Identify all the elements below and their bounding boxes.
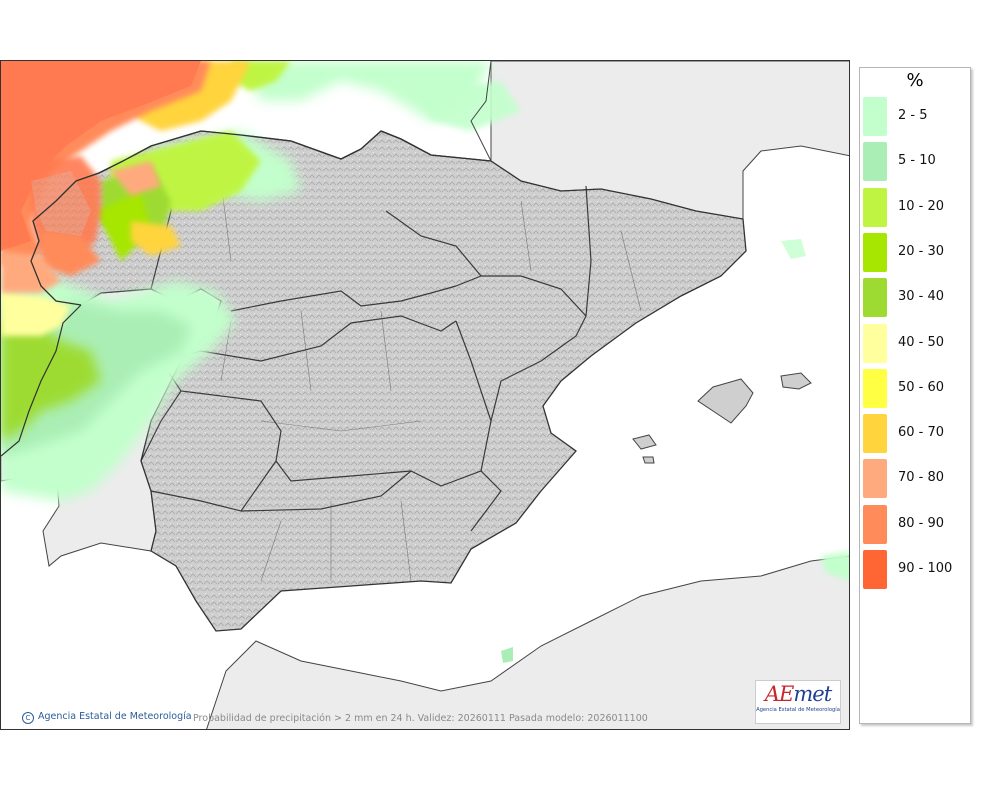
legend-label: 40 - 50 <box>898 334 945 350</box>
legend-label: 60 - 70 <box>898 425 945 441</box>
map-caption: Probabilidad de precipitación > 2 mm en … <box>193 713 648 724</box>
copyright-credit: C Agencia Estatal de Meteorología <box>22 711 192 724</box>
legend-swatch <box>863 187 887 227</box>
legend-item: 20 - 30 <box>863 231 967 272</box>
legend-swatch <box>863 142 887 182</box>
legend-label: 90 - 100 <box>898 561 953 576</box>
legend-item: 50 - 60 <box>863 367 967 408</box>
credit-text: Agencia Estatal de Meteorología <box>38 711 192 722</box>
legend-item: 5 - 10 <box>863 140 967 182</box>
legend-swatch <box>863 504 887 544</box>
legend-swatch <box>863 323 887 363</box>
map-svg <box>1 61 849 729</box>
legend-label: 50 - 60 <box>898 379 945 395</box>
legend-item: 30 - 40 <box>863 276 967 318</box>
legend-swatch <box>863 414 887 454</box>
legend-swatch <box>863 368 887 408</box>
legend-item: 90 - 100 <box>863 548 967 589</box>
legend-unit: % <box>906 70 924 91</box>
legend-swatch <box>863 97 887 136</box>
legend-item: 40 - 50 <box>863 322 967 363</box>
legend-swatch <box>863 278 887 318</box>
legend-label: 30 - 40 <box>898 289 945 305</box>
legend-item: 70 - 80 <box>863 457 967 499</box>
precipitation-probability-map <box>0 60 850 730</box>
legend-label: 80 - 90 <box>898 515 945 531</box>
legend-item: 10 - 20 <box>863 186 967 227</box>
legend-swatch <box>863 232 887 272</box>
legend-label: 2 - 5 <box>898 108 928 123</box>
legend-label: 70 - 80 <box>898 470 945 486</box>
legend-panel: % 2 - 5 5 - 10 10 - 20 20 - 30 30 - 40 40 - 5… <box>859 67 971 724</box>
legend-label: 20 - 30 <box>898 243 945 259</box>
legend-item: 80 - 90 <box>863 503 967 544</box>
copyright-icon: C <box>22 712 34 724</box>
legend-label: 5 - 10 <box>898 153 936 169</box>
legend-swatch <box>863 550 887 589</box>
aemet-logo: AEmet Agencia Estatal de Meteorología <box>755 680 841 724</box>
logo-subtitle: Agencia Estatal de Meteorología <box>756 707 840 713</box>
precip-overlay <box>1 61 849 663</box>
legend-item: 60 - 70 <box>863 412 967 454</box>
legend-swatch <box>863 459 887 499</box>
logo-wordmark: AEmet <box>764 682 832 706</box>
legend-label: 10 - 20 <box>898 198 945 214</box>
legend-item: 2 - 5 <box>863 95 967 136</box>
